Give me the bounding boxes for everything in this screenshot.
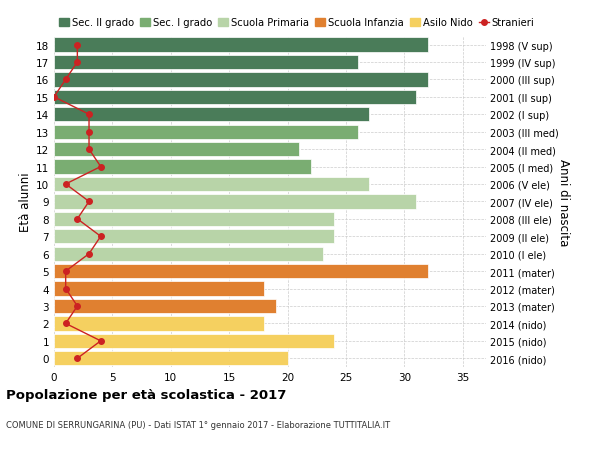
Legend: Sec. II grado, Sec. I grado, Scuola Primaria, Scuola Infanzia, Asilo Nido, Stran: Sec. II grado, Sec. I grado, Scuola Prim… bbox=[59, 18, 535, 28]
Y-axis label: Anni di nascita: Anni di nascita bbox=[557, 158, 570, 246]
Bar bbox=[54, 212, 334, 226]
Text: COMUNE DI SERRUNGARINA (PU) - Dati ISTAT 1° gennaio 2017 - Elaborazione TUTTITAL: COMUNE DI SERRUNGARINA (PU) - Dati ISTAT… bbox=[6, 420, 390, 429]
Bar bbox=[54, 264, 428, 279]
Bar bbox=[54, 317, 264, 331]
Bar bbox=[54, 195, 416, 209]
Bar bbox=[54, 108, 369, 122]
Bar bbox=[54, 230, 334, 244]
Bar bbox=[54, 56, 358, 70]
Bar bbox=[54, 282, 264, 296]
Bar bbox=[54, 125, 358, 140]
Bar bbox=[54, 352, 287, 366]
Bar bbox=[54, 178, 369, 192]
Bar bbox=[54, 38, 428, 52]
Bar bbox=[54, 90, 416, 105]
Bar bbox=[54, 334, 334, 348]
Text: Popolazione per età scolastica - 2017: Popolazione per età scolastica - 2017 bbox=[6, 388, 286, 401]
Bar bbox=[54, 143, 299, 157]
Bar bbox=[54, 160, 311, 174]
Bar bbox=[54, 299, 276, 313]
Bar bbox=[54, 247, 323, 261]
Y-axis label: Età alunni: Età alunni bbox=[19, 172, 32, 232]
Bar bbox=[54, 73, 428, 87]
